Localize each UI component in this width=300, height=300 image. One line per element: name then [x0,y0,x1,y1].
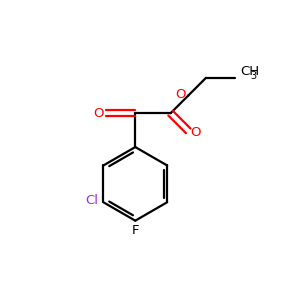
Text: O: O [190,126,201,139]
Text: 3: 3 [250,71,256,81]
Text: F: F [131,224,139,238]
Text: Cl: Cl [85,194,98,207]
Text: O: O [175,88,185,100]
Text: CH: CH [240,65,259,78]
Text: O: O [93,107,104,120]
